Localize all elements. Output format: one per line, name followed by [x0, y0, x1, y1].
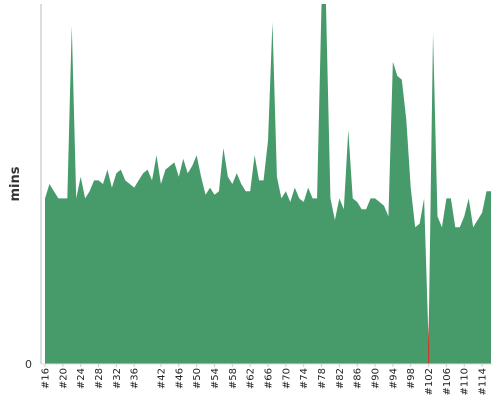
highlight-point: [428, 305, 430, 364]
x-tick-label: #28: [94, 368, 105, 389]
x-tick-label: #98: [406, 368, 417, 389]
x-tick-label: #24: [76, 368, 87, 389]
x-tick-label: #20: [58, 368, 69, 389]
x-tick-label: #114: [478, 368, 489, 395]
x-tick-labels: #16 #20 #24 #28 #32 #36 #42 #46 #50 #54 #58 #62 #66 #…: [41, 364, 489, 395]
y-zero-label: 0: [25, 358, 32, 371]
highlight-group: [428, 305, 430, 364]
y-axis-label: mins: [8, 166, 23, 201]
x-tick-label: #106: [442, 368, 453, 395]
x-tick-label: #82: [335, 368, 346, 389]
x-tick-label: #86: [353, 368, 364, 389]
plot-area: [45, 4, 491, 364]
x-tick-label: #66: [264, 368, 275, 389]
x-tick-label: #90: [371, 368, 382, 389]
x-tick-label: #74: [299, 368, 310, 389]
x-tick-label: #78: [317, 368, 328, 389]
x-tick-label: #62: [246, 368, 257, 389]
x-tick-label: #58: [228, 368, 239, 389]
x-tick-label: #54: [210, 368, 221, 389]
x-tick-label: #50: [192, 368, 203, 389]
x-tick-label: #42: [156, 368, 167, 389]
x-tick-label: #36: [130, 368, 141, 389]
x-tick-label: #102: [424, 368, 435, 395]
x-tick-label: #16: [41, 368, 52, 389]
area-series: [45, 4, 491, 364]
x-tick-label: #94: [388, 368, 399, 389]
x-tick-label: #70: [281, 368, 292, 389]
x-tick-label: #46: [174, 368, 185, 389]
x-tick-label: #32: [112, 368, 123, 389]
x-tick-label: #110: [460, 368, 471, 395]
